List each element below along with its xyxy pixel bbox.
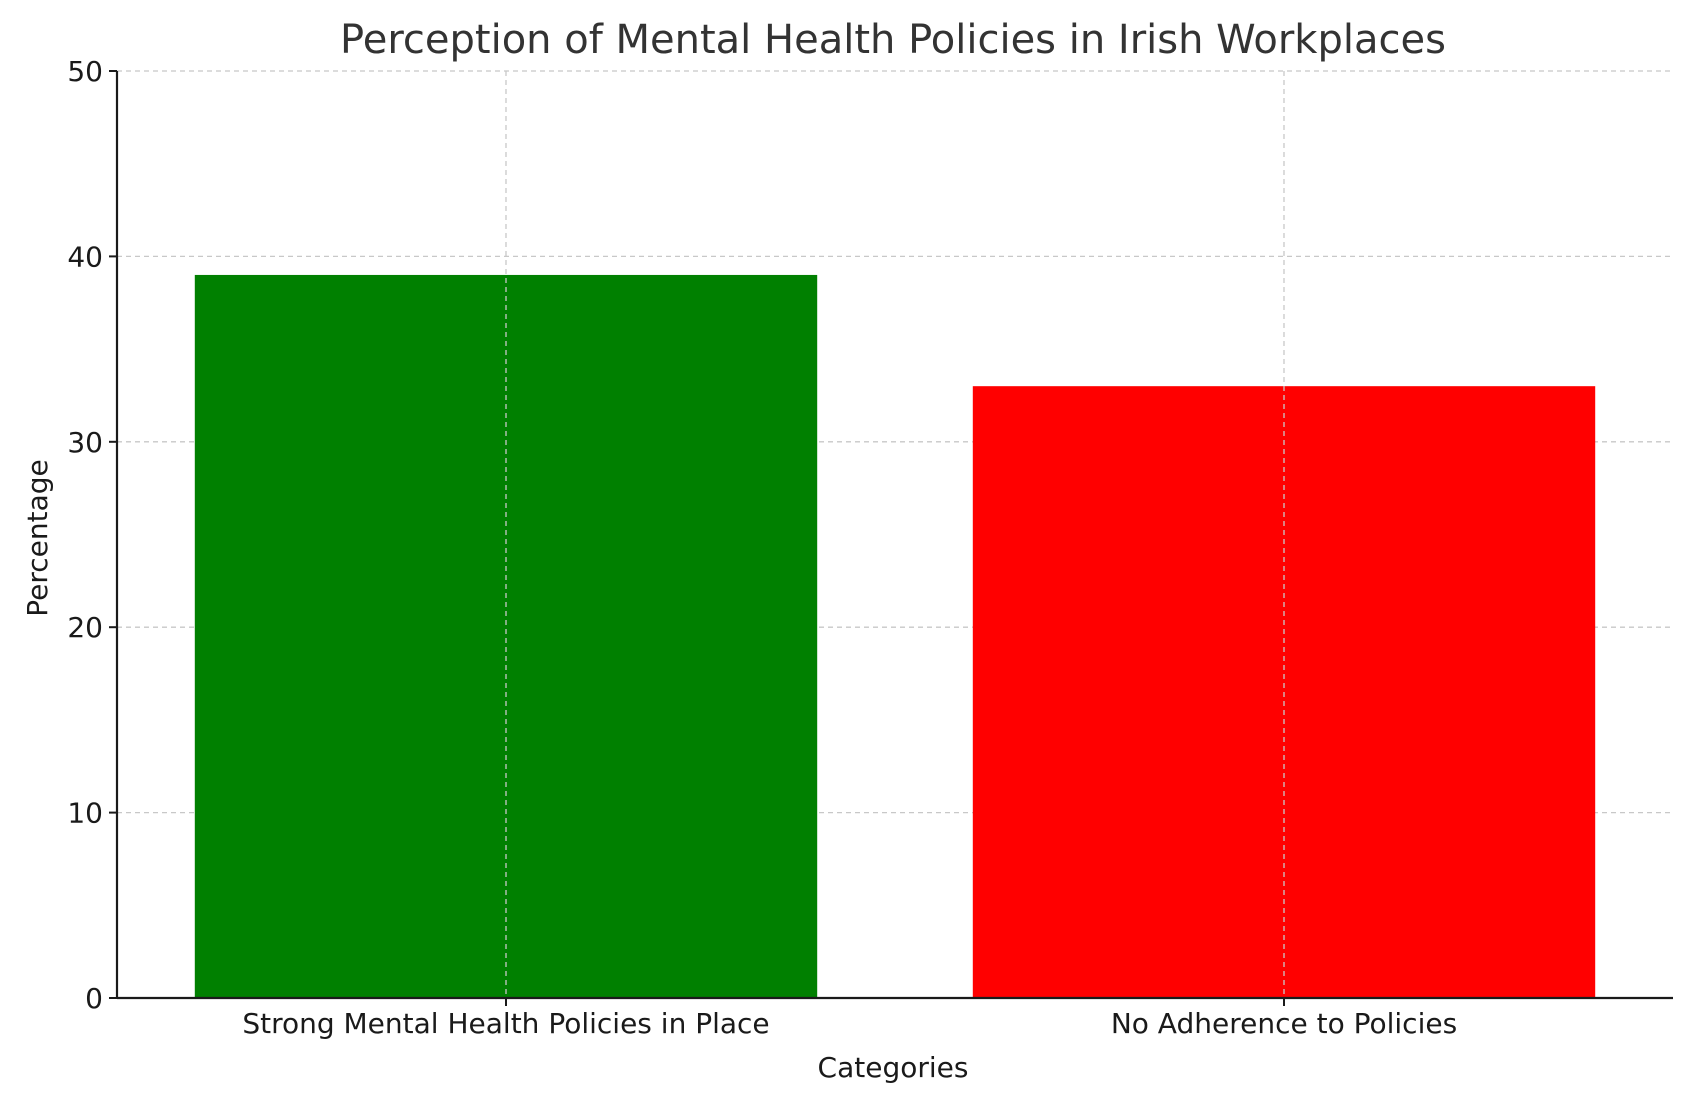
x-tick-label-0: Strong Mental Health Policies in Place bbox=[242, 1007, 769, 1040]
bar-0 bbox=[194, 274, 818, 998]
bars-layer bbox=[194, 274, 1596, 998]
vertical-grid-layer bbox=[505, 71, 1285, 998]
y-tick-labels: 0 10 20 30 40 50 bbox=[67, 55, 117, 1015]
chart-title: Perception of Mental Health Policies in … bbox=[340, 17, 1446, 63]
y-tick-label-0: 0 bbox=[85, 982, 103, 1015]
y-axis-label: Percentage bbox=[21, 459, 54, 617]
y-tick-label-5: 50 bbox=[67, 55, 103, 88]
y-tick-label-2: 20 bbox=[67, 611, 103, 644]
y-tick-label-1: 10 bbox=[67, 797, 103, 830]
y-tick-label-4: 40 bbox=[67, 240, 103, 273]
y-tick-label-3: 30 bbox=[67, 426, 103, 459]
axes-layer bbox=[115, 71, 1673, 1000]
x-tick-label-1: No Adherence to Policies bbox=[1111, 1007, 1457, 1040]
x-tick-labels: Strong Mental Health Policies in Place No… bbox=[242, 998, 1457, 1040]
x-axis-label: Categories bbox=[818, 1051, 969, 1084]
